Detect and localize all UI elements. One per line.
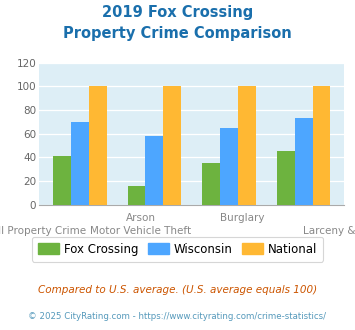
Bar: [220, 128, 238, 205]
Bar: [71, 122, 89, 205]
Bar: [146, 136, 163, 205]
Text: Larceny & Theft: Larceny & Theft: [303, 226, 355, 236]
Text: 2019 Fox Crossing: 2019 Fox Crossing: [102, 5, 253, 20]
Text: Arson: Arson: [126, 213, 156, 223]
Bar: [202, 163, 220, 205]
Text: Burglary: Burglary: [220, 213, 265, 223]
Bar: [127, 186, 146, 205]
Bar: [53, 156, 71, 205]
Text: Property Crime Comparison: Property Crime Comparison: [63, 26, 292, 41]
Bar: [238, 86, 256, 205]
Text: © 2025 CityRating.com - https://www.cityrating.com/crime-statistics/: © 2025 CityRating.com - https://www.city…: [28, 312, 327, 321]
Legend: Fox Crossing, Wisconsin, National: Fox Crossing, Wisconsin, National: [32, 237, 323, 262]
Bar: [163, 86, 181, 205]
Text: All Property Crime: All Property Crime: [0, 226, 87, 236]
Bar: [295, 118, 312, 205]
Bar: [277, 151, 295, 205]
Text: Motor Vehicle Theft: Motor Vehicle Theft: [90, 226, 191, 236]
Bar: [89, 86, 106, 205]
Bar: [312, 86, 331, 205]
Text: Compared to U.S. average. (U.S. average equals 100): Compared to U.S. average. (U.S. average …: [38, 285, 317, 295]
